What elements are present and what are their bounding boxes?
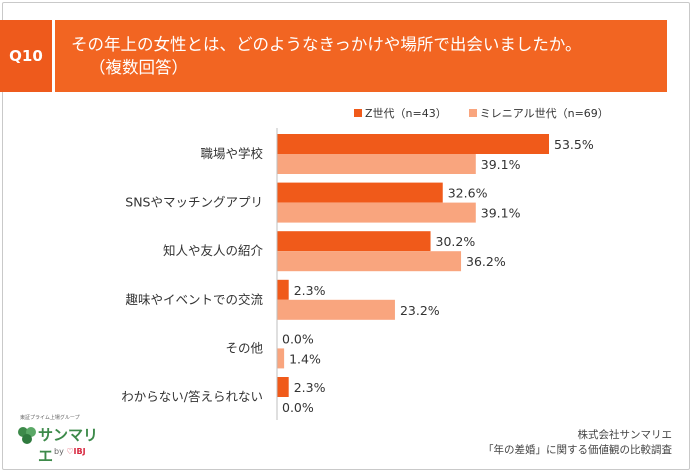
bar-z — [277, 377, 289, 397]
bar-millennial — [277, 202, 476, 223]
question-number-badge: Q10 — [0, 20, 52, 92]
bar-millennial — [277, 299, 395, 320]
logo-by-brand: IBJ — [73, 447, 86, 456]
value-label-millennial: 0.0% — [282, 400, 314, 415]
question-number: Q10 — [9, 47, 43, 65]
category-label: その他 — [225, 340, 263, 355]
category-label: 知人や友人の紹介 — [163, 243, 264, 258]
category-label: 趣味やイベントでの交流 — [125, 292, 263, 307]
category-label: 職場や学校 — [200, 146, 263, 161]
logo-name: サンマリエ — [38, 426, 99, 465]
value-label-z: 2.3% — [294, 380, 326, 395]
logo-by: by ♡IBJ — [54, 447, 86, 456]
question-header: その年上の女性とは、どのようなきっかけや場所で出会いましたか。 （複数回答） — [55, 20, 667, 92]
value-label-z: 0.0% — [282, 331, 314, 346]
legend-swatch-z — [354, 109, 362, 117]
value-label-millennial: 23.2% — [400, 303, 440, 318]
legend-item-z: Z世代（n=43） — [354, 105, 447, 121]
legend: Z世代（n=43） ミレニアル世代（n=69） — [354, 105, 631, 121]
clover-icon — [18, 427, 36, 444]
legend-item-millennial: ミレニアル世代（n=69） — [468, 105, 609, 121]
sanmarie-logo: 東証プライム上場グループ サンマリエ by ♡IBJ — [14, 414, 104, 465]
heart-icon: ♡ — [66, 447, 74, 456]
legend-label-millennial: ミレニアル世代（n=69） — [479, 107, 609, 120]
bar-z — [277, 134, 549, 154]
value-label-z: 2.3% — [294, 283, 326, 298]
value-label-millennial: 36.2% — [466, 254, 506, 269]
footer-survey: 「年の差婚」に関する価値観の比較調査 — [483, 444, 672, 456]
value-label-z: 30.2% — [436, 234, 476, 249]
category-label: SNSやマッチングアプリ — [125, 195, 263, 210]
footer-source: 株式会社サンマリエ 「年の差婚」に関する価値観の比較調査 — [483, 428, 672, 458]
legend-label-z: Z世代（n=43） — [365, 107, 447, 120]
category-label: わからない/答えられない — [121, 389, 263, 404]
question-text: その年上の女性とは、どのようなきっかけや場所で出会いましたか。 — [71, 35, 582, 54]
bar-millennial — [277, 154, 476, 174]
value-label-millennial: 1.4% — [289, 351, 321, 366]
bar-z — [277, 279, 289, 300]
footer-company: 株式会社サンマリエ — [577, 429, 673, 441]
bar-millennial — [277, 348, 285, 369]
logo-by-prefix: by — [54, 447, 64, 456]
value-label-millennial: 39.1% — [481, 206, 521, 221]
bar-z — [277, 182, 443, 203]
bar-millennial — [277, 251, 462, 272]
value-label-z: 32.6% — [448, 186, 488, 201]
bar-z — [277, 231, 431, 252]
value-label-millennial: 39.1% — [481, 157, 521, 172]
legend-swatch-millennial — [468, 109, 477, 117]
value-label-z: 53.5% — [554, 137, 594, 152]
logo-tagline: 東証プライム上場グループ — [20, 415, 80, 421]
question-note: （複数回答） — [89, 58, 188, 77]
